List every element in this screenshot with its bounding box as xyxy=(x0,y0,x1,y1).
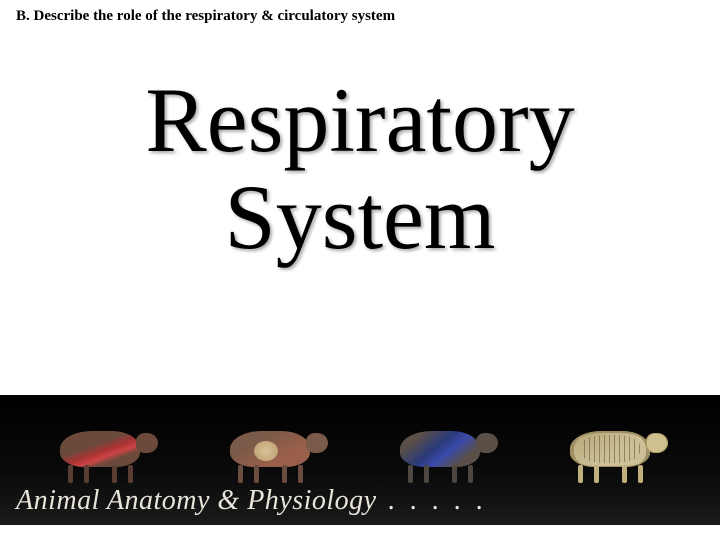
title-line-2: System xyxy=(225,166,496,268)
footer-dots: . . . . . xyxy=(377,485,487,516)
footer-band: Animal Anatomy & Physiology . . . . . xyxy=(0,395,720,525)
section-heading: B. Describe the role of the respiratory … xyxy=(16,8,395,25)
animal-rumen-icon xyxy=(210,409,340,481)
animal-vascular-icon xyxy=(380,409,510,481)
footer-text-main: Animal Anatomy & Physiology xyxy=(16,485,377,516)
footer-title: Animal Anatomy & Physiology . . . . . xyxy=(16,485,716,517)
animal-digestive-icon xyxy=(40,409,170,481)
title-line-1: Respiratory xyxy=(145,69,574,171)
animal-row xyxy=(0,401,720,481)
slide-title: Respiratory System xyxy=(0,72,720,265)
animal-skeleton-icon xyxy=(550,409,680,481)
